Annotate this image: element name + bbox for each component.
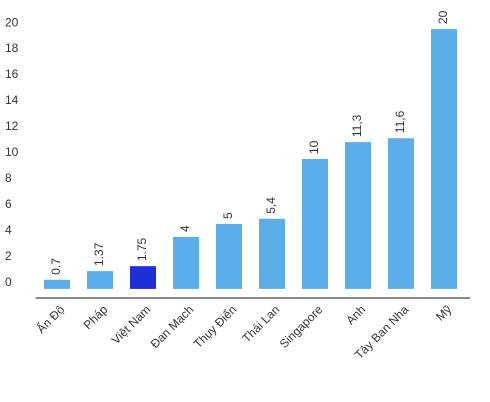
y-tick-label: 16 [5, 67, 19, 81]
x-tick-label: Ấn Độ [33, 302, 67, 336]
y-tick-label: 4 [5, 223, 12, 237]
x-tick-label: Việt Nam [109, 302, 154, 347]
x-tick-label: Mỹ [433, 302, 454, 323]
y-tick-label: 6 [5, 197, 12, 211]
x-tick-label: Singapore [277, 302, 326, 351]
bar [345, 142, 371, 289]
y-tick-label: 8 [5, 171, 12, 185]
x-tick-label: Thái Lan [239, 302, 282, 345]
value-label: 11,3 [350, 114, 364, 137]
x-tick-label: Anh [343, 302, 368, 327]
bar [302, 159, 328, 289]
value-label: 1.75 [135, 237, 149, 261]
y-tick-label: 0 [5, 275, 12, 289]
x-tick-label: Thụy Điển [191, 302, 240, 351]
x-tick-label: Pháp [81, 302, 111, 332]
value-label: 11,6 [393, 110, 407, 133]
value-label: 10 [307, 140, 321, 154]
value-label: 5 [221, 212, 235, 219]
y-tick-label: 14 [5, 93, 19, 107]
y-tick-label: 18 [5, 41, 19, 55]
y-tick-label: 12 [5, 119, 19, 133]
bar [87, 271, 113, 289]
value-label: 20 [436, 10, 450, 24]
value-label: 5,4 [264, 197, 278, 214]
bar [259, 218, 285, 289]
bar [173, 236, 199, 289]
value-label: 0.7 [49, 258, 63, 275]
bar [431, 29, 457, 289]
bar [44, 279, 70, 289]
value-label: 1.37 [92, 242, 106, 266]
bar [388, 138, 414, 289]
x-tick-label: Đan Mạch [148, 302, 197, 351]
bar [216, 223, 242, 289]
value-label: 4 [178, 225, 192, 232]
y-tick-label: 10 [5, 145, 19, 159]
y-tick-label: 2 [5, 249, 12, 263]
bar [130, 266, 156, 289]
y-tick-label: 20 [5, 15, 19, 29]
